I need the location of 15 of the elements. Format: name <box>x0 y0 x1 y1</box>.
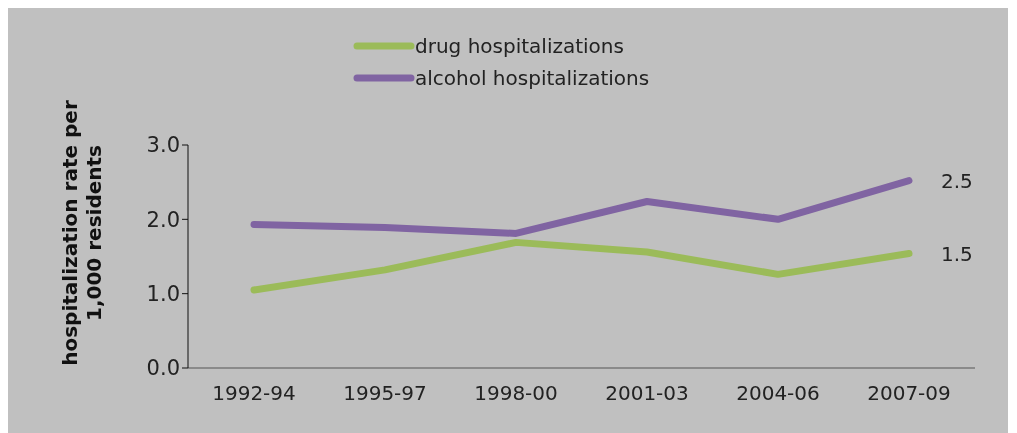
y-tick-label: 1.0 <box>146 282 180 307</box>
x-tick-label: 1995-97 <box>343 381 427 406</box>
x-tick-label: 2001-03 <box>605 381 689 406</box>
x-tick-label: 2004-06 <box>736 381 820 406</box>
y-tick-label: 0.0 <box>146 356 180 381</box>
data-label: 1.5 <box>941 241 973 266</box>
x-tick-label: 2007-09 <box>867 381 951 406</box>
legend-label: drug hospitalizations <box>415 33 624 60</box>
y-axis-title: hospitalization rate per 1,000 residents <box>58 99 107 368</box>
x-tick-label: 1998-00 <box>474 381 558 406</box>
y-tick-label: 3.0 <box>146 133 180 158</box>
x-tick-label: 1992-94 <box>212 381 296 406</box>
y-tick-label: 2.0 <box>146 207 180 232</box>
data-label: 2.5 <box>941 168 973 193</box>
legend-label: alcohol hospitalizations <box>415 65 650 92</box>
